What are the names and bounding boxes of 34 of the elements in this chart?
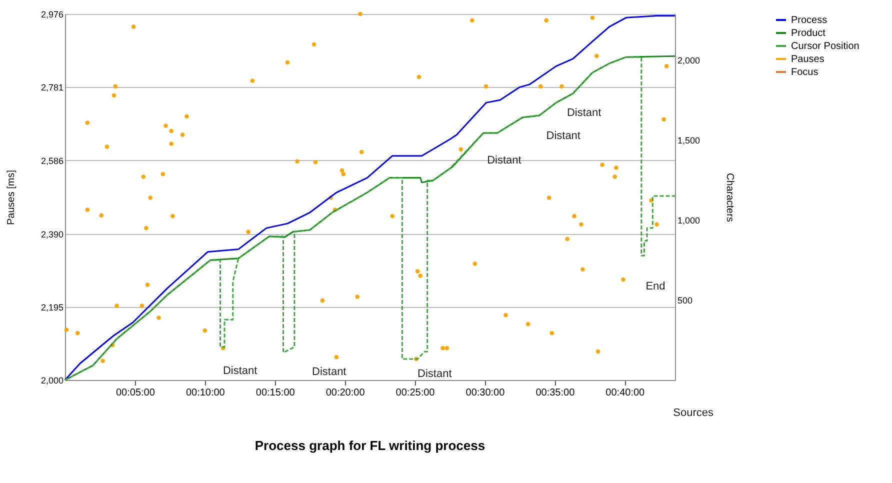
legend-label: Process (791, 15, 828, 26)
y-tick-label: 2,781 (40, 82, 64, 93)
y2-tick-label: 1,000 (678, 215, 700, 226)
text: Sources (673, 406, 714, 419)
x-tick-label: 00:05:00 (116, 388, 156, 398)
annotation: Distant (222, 364, 258, 377)
x-tick-label: 00:35:00 (536, 388, 576, 398)
y-tick-label: 2,976 (40, 10, 64, 20)
annotation: Distant (487, 154, 522, 166)
x-tick-label: 00:40:00 (606, 388, 646, 398)
annotation: Distant (312, 366, 346, 378)
y-tick-label: 2,195 (40, 302, 64, 312)
legend-label: Focus (791, 67, 818, 78)
x-tick-label: 00:25:00 (396, 388, 436, 398)
x-tick-label: 00:15:00 (256, 388, 296, 398)
y-tick-label: 2,390 (40, 229, 64, 240)
legend-label: Product (791, 28, 826, 39)
legend-label: Cursor Position (791, 41, 860, 52)
y-tick-label: 2,586 (40, 156, 64, 166)
annotation: Distant (418, 368, 452, 380)
x-tick-label: 00:30:00 (466, 388, 506, 398)
y2-tick-label: 2,000 (678, 55, 700, 66)
x-tick-label: 00:20:00 (326, 388, 366, 398)
y2-axis-title: Characters (724, 173, 736, 222)
y2-tick-label: 1,500 (678, 135, 700, 146)
y2-tick-label: 500 (678, 295, 693, 306)
legend-label: Pauses (791, 54, 824, 65)
y-axis-title: Pauses [ms] (6, 170, 17, 226)
x-tick-label: 00:10:00 (186, 388, 226, 398)
annotation: Distant (566, 106, 602, 119)
annotation: End (646, 280, 666, 293)
text: Process graph for FL writing process (254, 438, 486, 453)
annotation: Distant (546, 130, 580, 142)
y-tick-label: 2,000 (40, 376, 64, 386)
